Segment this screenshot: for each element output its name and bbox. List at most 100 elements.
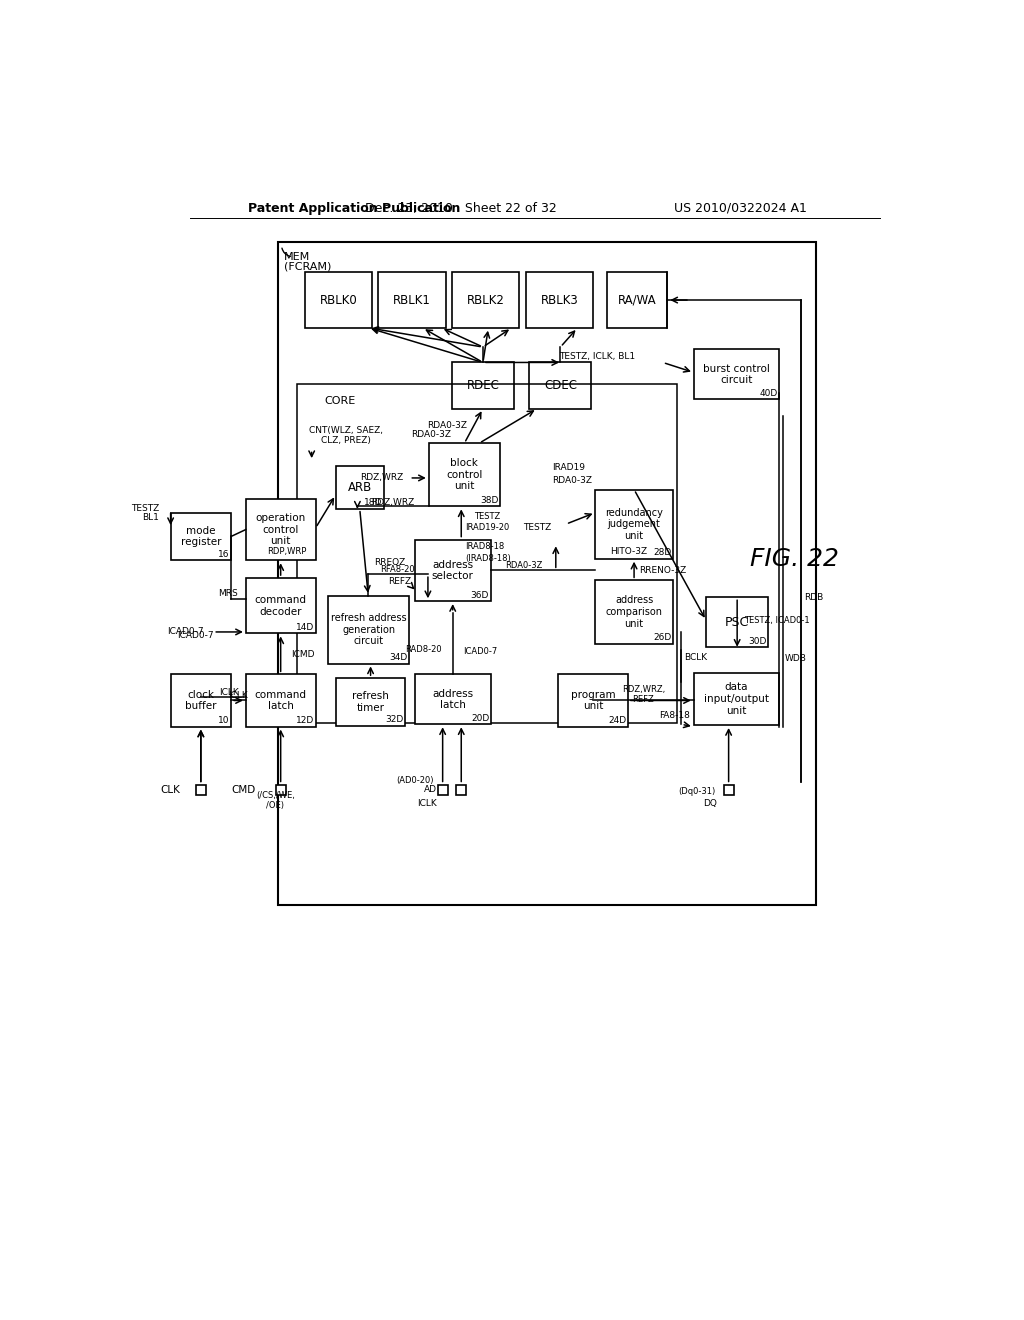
Text: TESTZ: TESTZ bbox=[131, 504, 159, 513]
Text: CNT(WLZ, SAEZ,
CLZ, PREZ): CNT(WLZ, SAEZ, CLZ, PREZ) bbox=[308, 426, 383, 445]
Text: 38D: 38D bbox=[480, 496, 499, 506]
Text: program
unit: program unit bbox=[570, 689, 615, 711]
Text: Dec. 23, 2010   Sheet 22 of 32: Dec. 23, 2010 Sheet 22 of 32 bbox=[366, 202, 557, 215]
Text: address
latch: address latch bbox=[432, 689, 473, 710]
Bar bbox=[328, 595, 410, 664]
Text: refresh address
generation
circuit: refresh address generation circuit bbox=[331, 612, 407, 647]
Text: RDA0-3Z: RDA0-3Z bbox=[411, 429, 451, 438]
Text: command
decoder: command decoder bbox=[255, 595, 306, 616]
Bar bbox=[415, 540, 490, 601]
Text: BL1: BL1 bbox=[142, 513, 159, 523]
Bar bbox=[595, 581, 673, 644]
Text: ICMD: ICMD bbox=[291, 649, 314, 659]
Bar bbox=[429, 444, 500, 507]
Text: TESTZ, ICAD0-1: TESTZ, ICAD0-1 bbox=[744, 616, 810, 624]
Text: RDB: RDB bbox=[804, 593, 823, 602]
Text: 12D: 12D bbox=[296, 717, 314, 725]
Bar bbox=[246, 578, 315, 634]
Bar bbox=[529, 363, 592, 409]
Text: 16: 16 bbox=[218, 550, 229, 558]
Text: REFZ: REFZ bbox=[388, 577, 411, 586]
Text: (Dq0-31): (Dq0-31) bbox=[678, 787, 716, 796]
Text: command
latch: command latch bbox=[255, 689, 306, 711]
Text: 30D: 30D bbox=[749, 636, 767, 645]
Bar bbox=[707, 597, 768, 647]
Text: 40D: 40D bbox=[759, 389, 777, 397]
Bar bbox=[336, 466, 384, 508]
Bar bbox=[457, 785, 466, 795]
Text: BCLK: BCLK bbox=[684, 653, 707, 661]
Text: IRAD8-18: IRAD8-18 bbox=[465, 543, 505, 550]
Text: WDB: WDB bbox=[785, 655, 807, 664]
Text: RRENO-3Z: RRENO-3Z bbox=[640, 566, 687, 574]
Text: 32D: 32D bbox=[386, 715, 403, 725]
Text: 14D: 14D bbox=[296, 623, 314, 632]
Text: address
comparison
unit: address comparison unit bbox=[605, 595, 663, 628]
Text: AD: AD bbox=[424, 785, 436, 795]
Text: ICAD0-7: ICAD0-7 bbox=[464, 647, 498, 656]
Text: CLK: CLK bbox=[161, 785, 180, 795]
Text: RDA0-3Z: RDA0-3Z bbox=[552, 475, 592, 484]
Bar bbox=[525, 272, 593, 327]
Bar bbox=[196, 785, 206, 795]
Text: FIG. 22: FIG. 22 bbox=[750, 546, 839, 570]
Text: FA8-18: FA8-18 bbox=[658, 711, 690, 721]
Text: ICLK: ICLK bbox=[219, 688, 239, 697]
Bar bbox=[275, 785, 286, 795]
Text: address
selector: address selector bbox=[432, 560, 474, 581]
Text: RBLK0: RBLK0 bbox=[319, 293, 357, 306]
Text: burst control
circuit: burst control circuit bbox=[702, 363, 770, 385]
Text: HITO-3Z: HITO-3Z bbox=[610, 546, 647, 556]
Text: RBLK3: RBLK3 bbox=[541, 293, 579, 306]
Text: DQ: DQ bbox=[703, 799, 717, 808]
Text: (IRAD8-18): (IRAD8-18) bbox=[465, 554, 511, 564]
Bar bbox=[336, 678, 406, 726]
Text: RDZ,WRZ,
REFZ: RDZ,WRZ, REFZ bbox=[622, 685, 665, 704]
Text: ICLK: ICLK bbox=[417, 799, 436, 808]
Bar bbox=[171, 512, 231, 560]
Text: clock
buffer: clock buffer bbox=[185, 689, 217, 711]
Bar bbox=[693, 350, 779, 400]
Bar bbox=[171, 675, 231, 726]
Text: data
input/output
unit: data input/output unit bbox=[703, 682, 769, 715]
Bar bbox=[558, 675, 628, 726]
Text: (FCRAM): (FCRAM) bbox=[284, 261, 331, 272]
Text: RDZ,WRZ: RDZ,WRZ bbox=[372, 498, 415, 507]
Text: 36D: 36D bbox=[471, 590, 489, 599]
Text: 10: 10 bbox=[218, 717, 229, 725]
Bar bbox=[246, 499, 315, 560]
Text: 24D: 24D bbox=[608, 717, 627, 725]
Bar bbox=[437, 785, 447, 795]
Text: block
control
unit: block control unit bbox=[446, 458, 482, 491]
Text: (/CS,/WE,
/OE): (/CS,/WE, /OE) bbox=[256, 791, 295, 810]
Bar bbox=[452, 272, 519, 327]
Bar bbox=[415, 675, 490, 725]
Text: IRAD19: IRAD19 bbox=[552, 463, 585, 473]
Text: RDEC: RDEC bbox=[467, 379, 500, 392]
Bar bbox=[305, 272, 372, 327]
Text: operation
control
unit: operation control unit bbox=[256, 513, 306, 546]
Text: RBLK2: RBLK2 bbox=[467, 293, 505, 306]
Text: RBLK1: RBLK1 bbox=[393, 293, 431, 306]
Text: ICLK: ICLK bbox=[228, 690, 248, 700]
Text: 20D: 20D bbox=[471, 714, 489, 723]
Text: 34D: 34D bbox=[389, 653, 408, 663]
Bar bbox=[278, 242, 816, 906]
Text: Patent Application Publication: Patent Application Publication bbox=[248, 202, 461, 215]
Text: RDZ,WRZ: RDZ,WRZ bbox=[359, 474, 403, 482]
Text: redundancy
judgement
unit: redundancy judgement unit bbox=[605, 508, 663, 541]
Text: TESTZ, ICLK, BL1: TESTZ, ICLK, BL1 bbox=[559, 352, 636, 360]
Text: US 2010/0322024 A1: US 2010/0322024 A1 bbox=[674, 202, 807, 215]
Text: ICAD0-7: ICAD0-7 bbox=[167, 627, 204, 636]
Bar bbox=[297, 384, 677, 723]
Text: TESTZ
IRAD19-20: TESTZ IRAD19-20 bbox=[465, 512, 509, 532]
Text: 18D: 18D bbox=[364, 498, 382, 507]
Text: MRS: MRS bbox=[218, 589, 238, 598]
Bar bbox=[724, 785, 733, 795]
Text: 26D: 26D bbox=[653, 634, 672, 642]
Text: (AD0-20): (AD0-20) bbox=[396, 776, 434, 785]
Text: CMD: CMD bbox=[231, 785, 256, 795]
Text: RDA0-3Z: RDA0-3Z bbox=[427, 421, 467, 430]
Bar bbox=[693, 673, 779, 725]
Text: CORE: CORE bbox=[324, 396, 355, 405]
